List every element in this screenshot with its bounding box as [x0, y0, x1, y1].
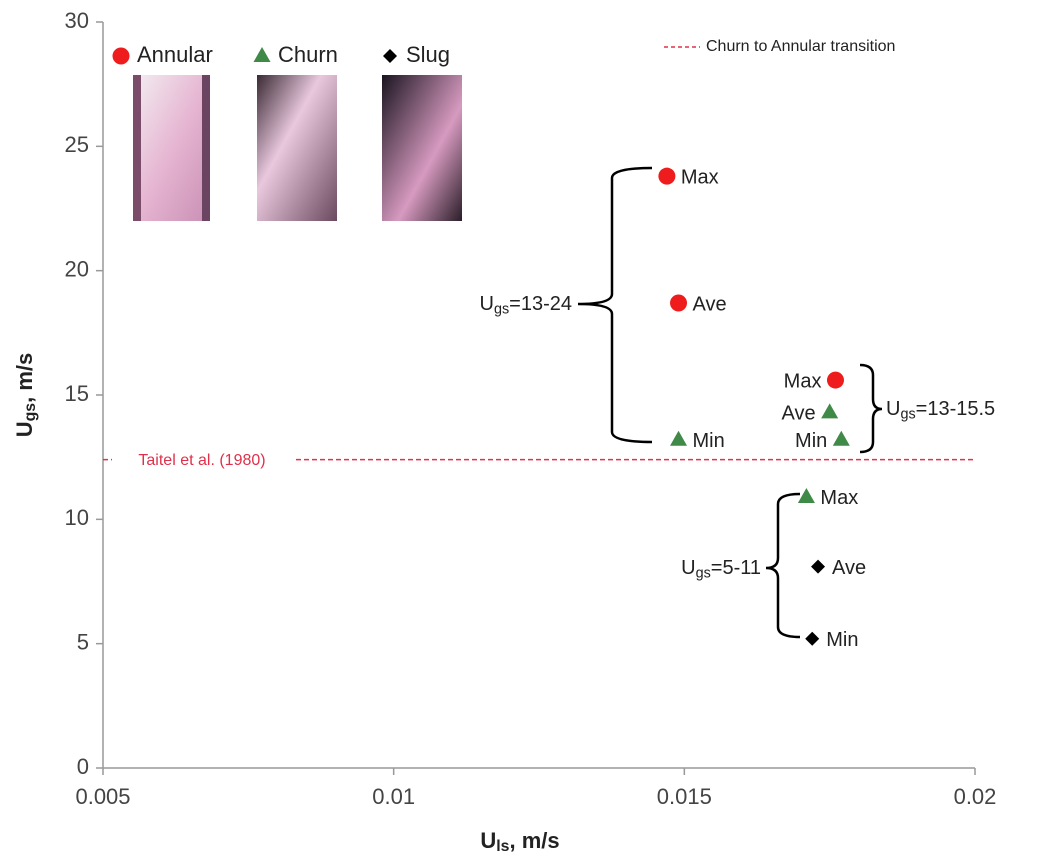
point-label: Max — [784, 370, 822, 392]
point-label: Min — [795, 430, 827, 452]
photo-churn — [257, 75, 337, 221]
y-tick-label: 25 — [65, 132, 89, 157]
reference-label: Taitel et al. (1980) — [138, 452, 265, 469]
point — [832, 430, 850, 446]
point-label: Min — [693, 430, 725, 452]
y-tick-label: 15 — [65, 381, 89, 406]
x-axis-title-part: , m/s — [509, 828, 559, 853]
group-label: Ugs=5-11 — [681, 557, 761, 581]
brace — [859, 363, 883, 454]
point — [658, 167, 676, 185]
group-label-part: gs — [494, 301, 509, 317]
point — [797, 487, 815, 503]
y-axis-title: Ugs, m/s — [12, 353, 39, 438]
y-axis-title-part: gs — [22, 403, 39, 422]
group-label-part: U — [886, 398, 900, 420]
point-label: Ave — [693, 293, 727, 315]
point — [670, 294, 688, 312]
group-label-part: U — [480, 293, 494, 315]
group-label: Ugs=13-24 — [480, 293, 573, 317]
point-label: Ave — [782, 403, 816, 425]
x-axis-title-part: U — [480, 828, 496, 853]
brace — [765, 492, 801, 639]
x-tick-label: 0.02 — [954, 784, 997, 809]
photo-edge — [133, 75, 141, 221]
legend-marker — [383, 49, 397, 63]
photo-slug — [382, 75, 462, 221]
point-label: Min — [826, 629, 858, 651]
point-label: Max — [681, 166, 719, 188]
y-tick-label: 30 — [65, 8, 89, 33]
y-tick-label: 0 — [77, 754, 89, 779]
y-tick-label: 10 — [65, 505, 89, 530]
photo-edge — [202, 75, 210, 221]
legend-marker — [112, 47, 130, 65]
legend-label: Slug — [406, 42, 450, 67]
legend-label: Annular — [137, 42, 213, 67]
brace — [577, 166, 653, 444]
y-tick-label: 20 — [65, 256, 89, 281]
y-axis-title-part: , m/s — [12, 353, 37, 403]
x-tick-label: 0.005 — [75, 784, 130, 809]
legend-label: Churn to Annular transition — [706, 38, 895, 55]
point — [821, 403, 839, 419]
point — [826, 371, 844, 389]
y-tick-label: 5 — [77, 629, 89, 654]
group-label-part: =13-24 — [509, 293, 572, 315]
point — [811, 559, 826, 574]
group-label-part: U — [681, 557, 695, 579]
group-label-part: gs — [696, 565, 711, 581]
x-tick-label: 0.01 — [372, 784, 415, 809]
point-label: Max — [820, 487, 858, 509]
x-tick-label: 0.015 — [657, 784, 712, 809]
x-axis-title-part: ls — [496, 838, 509, 855]
group-label-part: =13-15.5 — [916, 398, 996, 420]
point — [670, 430, 688, 446]
y-axis-title-part: U — [12, 421, 37, 437]
photo-annular — [133, 75, 210, 221]
legend-label: Churn — [278, 42, 338, 67]
point-label: Ave — [832, 557, 866, 579]
point — [805, 631, 820, 646]
x-axis-title: Uls, m/s — [480, 828, 559, 855]
group-label-part: =5-11 — [711, 557, 761, 579]
group-label: Ugs=13-15.5 — [886, 398, 995, 422]
group-label-part: gs — [900, 406, 915, 422]
legend-marker — [253, 47, 271, 62]
